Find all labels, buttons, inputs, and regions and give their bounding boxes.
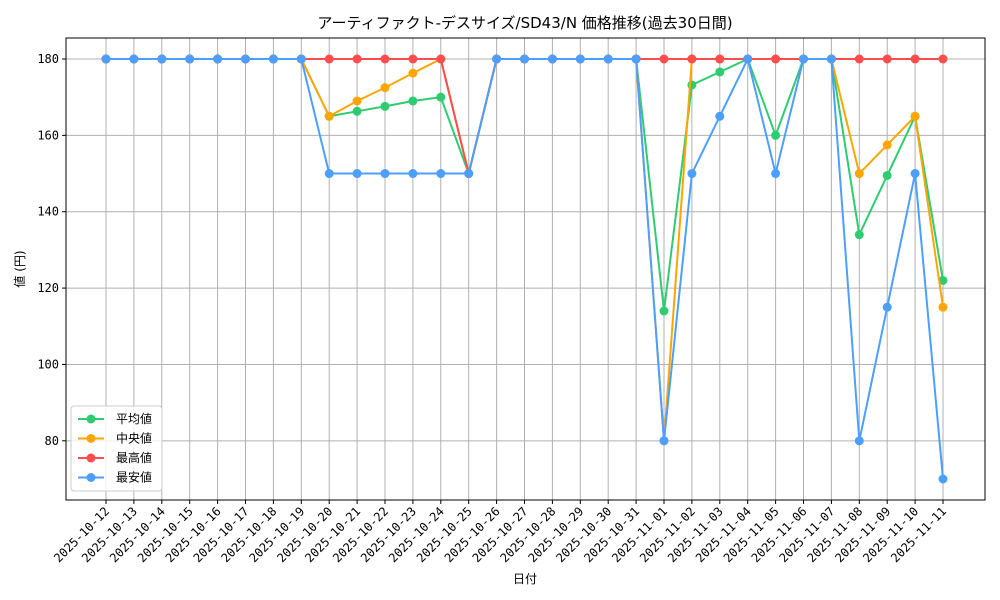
grid <box>66 38 985 500</box>
legend-label: 最高値 <box>116 450 152 465</box>
data-point <box>687 80 697 90</box>
data-point <box>352 106 362 116</box>
legend-marker <box>86 473 96 482</box>
legend-label: 中央値 <box>116 431 152 446</box>
data-point <box>910 169 920 179</box>
y-tick-label: 100 <box>37 357 59 371</box>
data-point <box>854 169 864 179</box>
data-point <box>101 54 111 64</box>
data-point <box>324 54 334 64</box>
data-point <box>520 54 529 64</box>
data-point <box>129 54 139 64</box>
data-point <box>268 54 278 64</box>
data-point <box>296 54 306 64</box>
data-point <box>213 54 223 64</box>
y-tick-label: 80 <box>45 434 59 448</box>
data-point <box>352 54 362 64</box>
legend-marker <box>86 414 96 424</box>
data-point <box>408 169 418 179</box>
data-point <box>492 54 502 64</box>
data-point <box>854 436 864 446</box>
series-group <box>101 54 948 484</box>
y-tick-labels: 80 100 120 140 160 180 <box>37 52 66 448</box>
y-tick-label: 160 <box>37 128 59 142</box>
data-point <box>854 230 864 240</box>
data-point <box>380 101 390 111</box>
data-point <box>631 54 641 64</box>
y-axis-label: 値 (円) <box>12 250 27 287</box>
data-point <box>436 169 446 179</box>
data-point <box>352 96 362 106</box>
data-point <box>715 111 725 121</box>
data-point <box>826 54 836 64</box>
data-point <box>771 54 781 64</box>
legend-box <box>70 405 163 492</box>
y-tick-label: 120 <box>37 281 59 295</box>
plot-frame <box>65 37 986 501</box>
data-point <box>687 54 697 64</box>
x-axis-label: 日付 <box>513 572 537 586</box>
data-point <box>185 54 195 64</box>
legend-marker <box>86 434 96 443</box>
x-tick-labels: 2025-10-122025-10-132025-10-142025-10-15… <box>51 500 949 565</box>
series-最安値 <box>101 54 948 484</box>
data-point <box>436 92 446 102</box>
data-point <box>659 436 669 446</box>
data-point <box>882 170 892 180</box>
data-point <box>324 169 334 179</box>
legend-label: 平均値 <box>116 411 152 426</box>
data-point <box>408 96 418 106</box>
data-point <box>408 54 418 64</box>
data-point <box>380 169 390 179</box>
data-point <box>799 54 808 64</box>
data-point <box>743 54 753 64</box>
data-point <box>938 474 948 484</box>
y-tick-label: 140 <box>37 205 59 219</box>
data-point <box>380 83 390 93</box>
data-point <box>352 169 362 179</box>
data-point <box>464 169 474 179</box>
data-point <box>882 54 892 64</box>
data-point <box>241 54 250 64</box>
data-point <box>938 302 948 312</box>
data-point <box>603 54 613 64</box>
data-point <box>854 54 864 64</box>
data-point <box>882 140 892 150</box>
data-point <box>547 54 557 64</box>
data-point <box>882 302 892 312</box>
data-point <box>575 54 585 64</box>
y-tick-label: 180 <box>37 52 59 66</box>
data-point <box>715 54 725 64</box>
data-point <box>938 275 948 285</box>
data-point <box>715 67 725 77</box>
legend-marker <box>86 453 96 463</box>
data-point <box>659 306 669 316</box>
legend-label: 最安値 <box>116 470 152 485</box>
data-point <box>157 54 167 64</box>
data-point <box>380 54 390 64</box>
data-point <box>771 169 781 179</box>
data-point <box>436 54 446 64</box>
data-point <box>324 111 334 121</box>
chart-title: アーティファクト-デスサイズ/SD43/N 価格推移(過去30日間) <box>317 14 732 32</box>
data-point <box>910 111 920 121</box>
data-point <box>771 130 781 140</box>
data-point <box>910 54 920 64</box>
data-point <box>687 169 697 179</box>
data-point <box>408 68 418 78</box>
data-point <box>938 54 948 64</box>
data-point <box>659 54 669 64</box>
